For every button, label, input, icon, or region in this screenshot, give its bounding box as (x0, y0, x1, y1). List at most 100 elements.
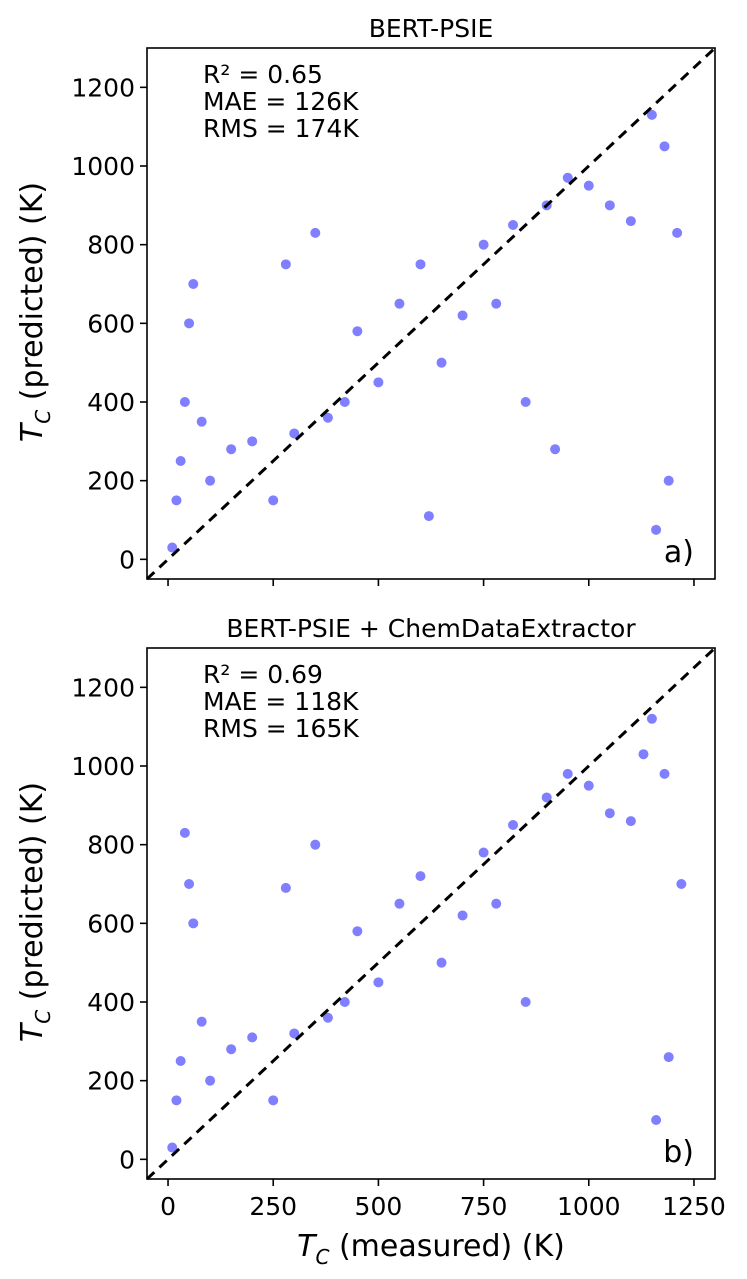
panel-b-point-14 (322, 1012, 333, 1023)
panel-a-point-29 (562, 172, 573, 183)
panel-a-y-axis: 0 200 400 600 800 1000 1200 (71, 73, 147, 574)
panel-b-point-25 (520, 997, 531, 1007)
panel-b-point-24 (508, 820, 519, 830)
panel-a-point-33 (646, 109, 657, 120)
panel-b-y-axis: 0 200 400 600 800 1000 1200 (71, 673, 147, 1174)
panel-b-point-26 (541, 792, 552, 803)
panel-a-y-tick-label: 800 (87, 231, 135, 260)
panel-b-point-23 (491, 898, 502, 909)
panel-a-point-13 (310, 227, 321, 238)
panel-b-point-17 (373, 977, 384, 988)
panel-b-point-5 (188, 918, 199, 929)
panel-a-point-18 (394, 298, 405, 309)
panel-a-point-30 (583, 180, 594, 191)
panel-b-point-8 (226, 1044, 237, 1055)
panel-a-point-22 (457, 310, 468, 321)
panel-b-point-33 (651, 1115, 662, 1125)
panel-b-x-tick-label: 250 (249, 1192, 297, 1221)
panel-b-point-22 (478, 847, 489, 858)
panel-a-point-24 (491, 298, 502, 309)
panel-b-title: BERT-PSIE + ChemDataExtractor (226, 614, 636, 643)
panel-a-point-37 (672, 227, 683, 238)
panel-a-point-20 (423, 511, 434, 522)
panel-a-y-tick-label: 600 (87, 309, 135, 338)
panel-b-y-tick-label: 1200 (71, 673, 135, 702)
panel-a-rms: RMS = 174K (203, 114, 359, 143)
panel-b-mae: MAE = 118K (203, 687, 359, 716)
panel-a-points (167, 109, 683, 553)
panel-a-point-15 (339, 397, 350, 407)
panel-a-point-25 (508, 220, 519, 230)
panel-b-point-9 (247, 1032, 258, 1043)
panel-a-point-10 (268, 495, 279, 506)
panel-a-label: a) (664, 535, 694, 570)
panel-a-point-4 (184, 318, 195, 329)
panel-a-point-3 (179, 397, 190, 407)
panel-b-y-tick-label: 400 (87, 988, 135, 1017)
panel-b-x-tick-label: 0 (160, 1192, 176, 1221)
panel-a-point-6 (196, 416, 207, 427)
panel-b-point-31 (638, 749, 649, 760)
panel-b-x-axis-label: TC (measured) (K) (297, 1229, 565, 1269)
panel-b-y-tick-label: 200 (87, 1067, 135, 1096)
panel-a-y-axis-label: TC (predicted) (K) (15, 182, 55, 442)
panel-b-r2: R² = 0.69 (203, 660, 323, 689)
panel-a-y-tick-label: 1200 (71, 73, 135, 102)
panel-b-point-32 (646, 713, 657, 724)
panel-b-points (167, 713, 687, 1153)
panel-a-point-9 (247, 436, 258, 447)
panel-a-point-34 (651, 524, 662, 535)
panel-b-plot-frame (146, 647, 716, 1180)
panel-b-point-3 (179, 827, 190, 838)
panel-b-x-tick-label: 750 (460, 1192, 508, 1221)
panel-b-reference-line (145, 646, 717, 1181)
panel-a-point-8 (226, 444, 237, 455)
panel-b-point-27 (562, 768, 573, 779)
panel-a-point-7 (205, 475, 216, 486)
panel-a-point-32 (625, 216, 636, 227)
panel-b-point-6 (196, 1016, 207, 1027)
panel-a-r2: R² = 0.65 (203, 60, 323, 89)
panel-b-x-tick-label: 1250 (662, 1192, 726, 1221)
panel-b-label: b) (663, 1135, 694, 1170)
panel-a-point-23 (478, 239, 489, 250)
panel-a-y-tick-label: 400 (87, 388, 135, 417)
panel-a-point-19 (415, 259, 426, 270)
panel-a-y-tick-label: 1000 (71, 152, 135, 181)
panel-a-point-28 (550, 444, 561, 455)
panel-b-y-tick-label: 600 (87, 909, 135, 938)
panel-a-point-14 (322, 412, 333, 423)
panel-b-point-4 (184, 879, 195, 889)
panel-b-y-tick-label: 800 (87, 831, 135, 860)
panel-b: BERT-PSIE + ChemDataExtractor 0 200 400 600… (15, 614, 726, 1269)
panel-a-point-0 (167, 542, 178, 553)
panel-b-point-12 (289, 1028, 300, 1039)
panel-b-point-35 (663, 1052, 674, 1063)
panel-a-y-tick-label: 0 (119, 545, 135, 574)
panel-a-point-12 (289, 428, 300, 439)
panel-b-point-18 (394, 898, 405, 909)
panel-a-point-35 (659, 141, 670, 152)
panel-a-mae: MAE = 126K (203, 87, 359, 116)
panel-a: BERT-PSIE 0 200 400 600 800 1000 1200 R² = 0.6… (15, 14, 717, 586)
panel-b-point-2 (175, 1056, 186, 1066)
panel-b-y-tick-label: 1000 (71, 752, 135, 781)
panel-a-point-5 (188, 279, 199, 289)
panel-a-point-1 (171, 495, 182, 506)
panel-b-y-tick-label: 0 (119, 1145, 135, 1174)
panel-b-point-28 (583, 780, 594, 791)
panel-b-point-11 (280, 882, 291, 893)
panel-b-point-1 (171, 1095, 182, 1106)
panel-b-point-13 (310, 839, 321, 850)
panel-a-point-16 (352, 326, 363, 337)
panel-b-point-21 (457, 910, 468, 921)
panel-a-y-tick-label: 200 (87, 467, 135, 496)
panel-a-point-17 (373, 377, 384, 388)
panel-b-rms: RMS = 165K (203, 714, 359, 743)
panel-b-point-10 (268, 1095, 279, 1106)
panel-b-y-axis-label: TC (predicted) (K) (15, 782, 55, 1042)
panel-b-point-30 (625, 816, 636, 827)
panel-b-point-15 (339, 997, 350, 1007)
panel-a-reference-line (145, 46, 717, 581)
